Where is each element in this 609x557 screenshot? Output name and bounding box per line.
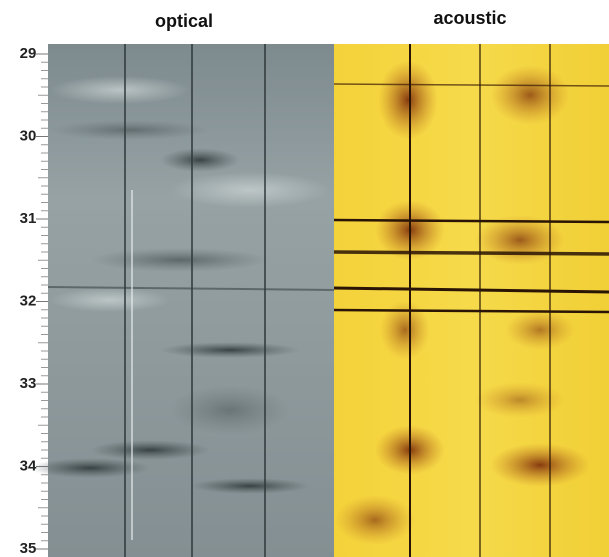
depth-label: 33 <box>20 375 37 392</box>
depth-label: 35 <box>20 540 37 557</box>
depth-axis: 29 30 31 32 33 34 35 <box>20 45 48 557</box>
depth-label: 31 <box>20 210 37 227</box>
depth-label: 29 <box>20 45 37 62</box>
depth-label: 34 <box>20 457 37 474</box>
panel-title: optical <box>155 11 213 31</box>
depth-label: 30 <box>20 127 37 144</box>
acoustic-image <box>333 44 609 557</box>
depth-label: 32 <box>20 292 37 309</box>
panel-title: acoustic <box>433 8 506 28</box>
optical-image <box>30 44 335 557</box>
